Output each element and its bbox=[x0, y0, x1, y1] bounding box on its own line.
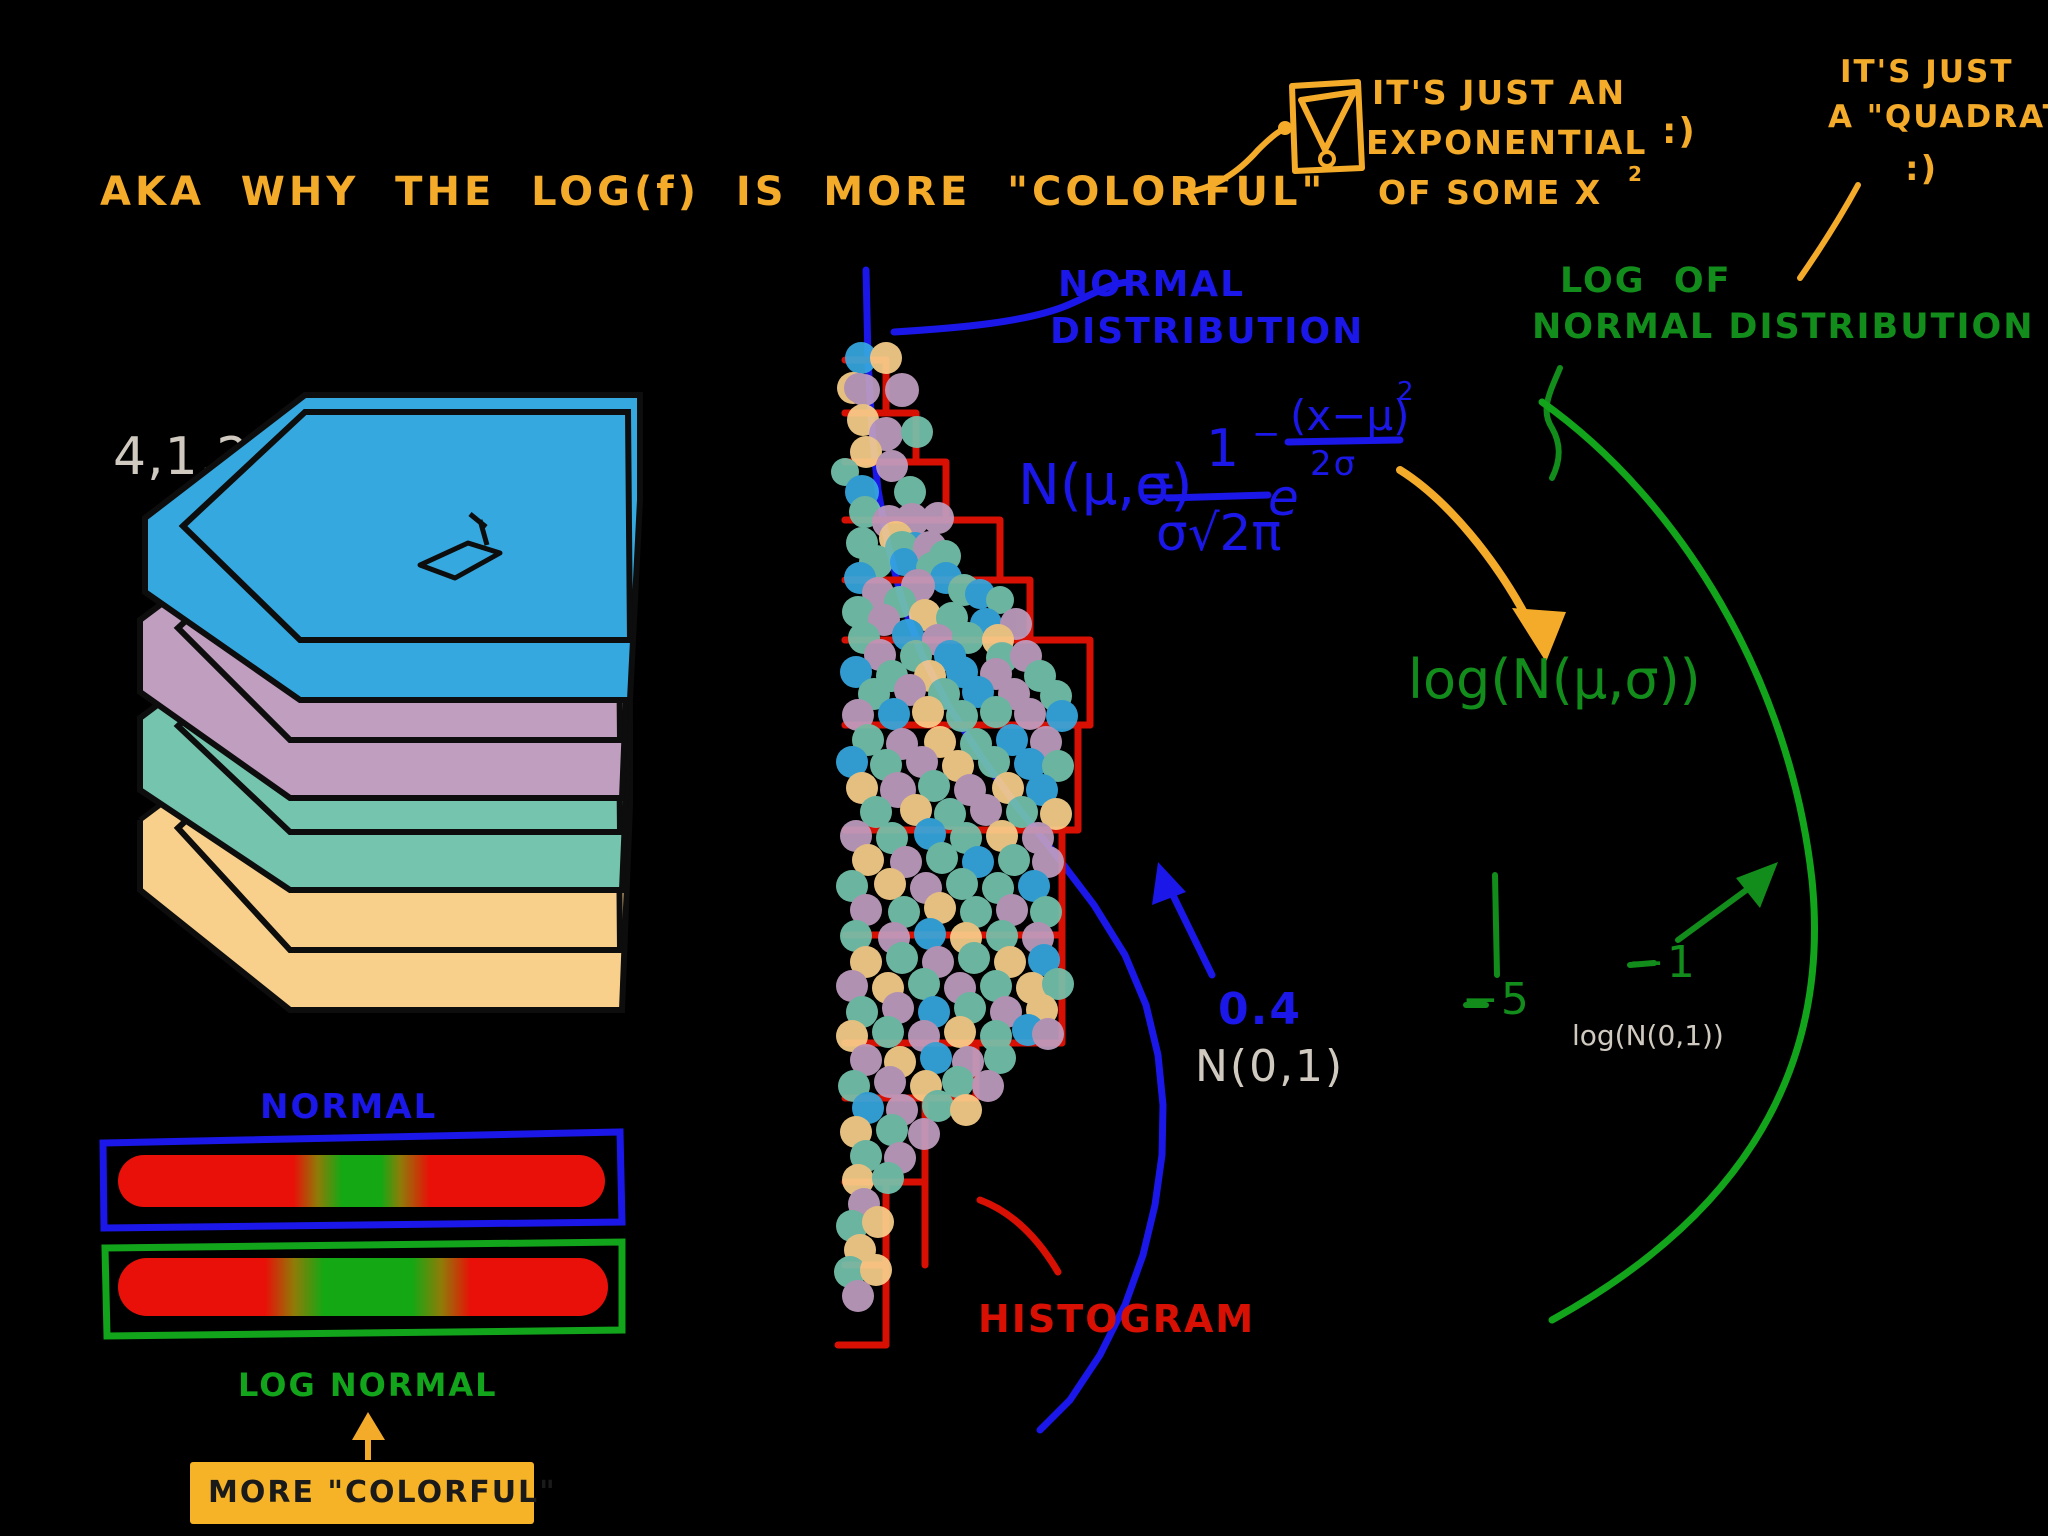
page-title: AKA WHY THE LOG(f) IS MORE "COLORFUL" bbox=[100, 169, 1327, 215]
log-tick-minus-five: −5 bbox=[1462, 974, 1531, 1025]
log-tick-minus-one: −1 bbox=[1628, 937, 1697, 988]
normal-distribution-label-line1: NORMAL bbox=[1058, 264, 1246, 305]
log-expression-label: log(N(μ,σ)) bbox=[1408, 648, 1701, 711]
more-colorful-label: MORE "COLORFUL" bbox=[208, 1475, 557, 1510]
exponential-callout-smiley: :) bbox=[1662, 111, 1697, 152]
formula-normal-numerator: 1 bbox=[1206, 419, 1242, 479]
formula-normal-exp-sign: − bbox=[1252, 414, 1283, 454]
quadratic-callout-line2: A "QUADRATIC" bbox=[1828, 99, 2048, 135]
pixel-patch-marker bbox=[417, 512, 503, 581]
peak-value-label: 0.4 bbox=[1218, 984, 1302, 1035]
log-heading-line2: NORMAL DISTRIBUTION bbox=[1532, 307, 2035, 347]
formula-normal-equals: = bbox=[1136, 461, 1180, 519]
formula-normal-exp-numerator-power: 2 bbox=[1397, 377, 1416, 407]
log-axis-name: log(N(0,1)) bbox=[1572, 1019, 1724, 1052]
quadratic-callout-line1: IT'S JUST bbox=[1840, 54, 2014, 90]
exponential-callout-line1: IT'S JUST AN bbox=[1372, 73, 1627, 112]
exponential-callout-line2: EXPONENTIAL bbox=[1366, 123, 1648, 162]
quadratic-callout-smiley: :) bbox=[1905, 149, 1939, 189]
formula-normal-exp-numerator: (x−μ) bbox=[1290, 391, 1410, 440]
colorbar-lognormal-gradient bbox=[118, 1258, 608, 1316]
colorbar-normal-label: NORMAL bbox=[260, 1087, 438, 1127]
normal-distribution-label-line2: DISTRIBUTION bbox=[1050, 311, 1365, 352]
layer-blue bbox=[142, 392, 643, 703]
exponential-callout-line3: OF SOME X bbox=[1378, 173, 1603, 212]
formula-normal-denominator: σ√2π bbox=[1156, 504, 1282, 562]
formula-normal-exp-base: e bbox=[1268, 469, 1301, 527]
log-heading-line1: LOG OF bbox=[1560, 261, 1732, 301]
histogram-label: HISTOGRAM bbox=[978, 1297, 1256, 1341]
distribution-name-label: N(0,1) bbox=[1195, 1041, 1345, 1092]
histogram-leader bbox=[976, 1196, 1062, 1276]
exponential-callout-superscript: 2 bbox=[1628, 162, 1644, 186]
colorbar-normal-gradient bbox=[118, 1155, 605, 1207]
formula-normal-exp-denominator: 2σ bbox=[1310, 444, 1358, 484]
more-colorful-callout: MORE "COLORFUL" bbox=[190, 1462, 557, 1524]
colorbar-lognormal-label: LOG NORMAL bbox=[238, 1366, 498, 1404]
formula-normal-lhs: N(μ,σ) bbox=[1018, 453, 1193, 518]
